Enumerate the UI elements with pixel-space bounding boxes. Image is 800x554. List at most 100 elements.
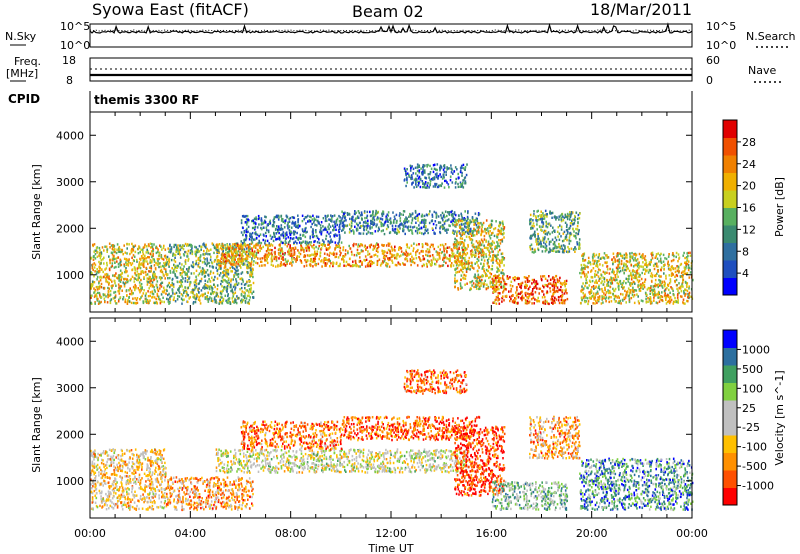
power-cell xyxy=(219,295,222,299)
power-cell xyxy=(563,216,566,219)
power-cell xyxy=(439,225,442,228)
power-cell xyxy=(188,267,190,270)
power-cell xyxy=(385,254,388,258)
power-cell xyxy=(533,286,535,289)
power-cell xyxy=(311,222,313,226)
power-cell xyxy=(312,265,314,268)
power-cell xyxy=(388,257,391,260)
power-cell xyxy=(495,255,498,258)
power-cell xyxy=(556,230,559,233)
power-cell xyxy=(547,222,550,226)
power-cell xyxy=(150,270,152,273)
power-cell xyxy=(596,281,598,285)
power-cell xyxy=(351,253,353,256)
power-cell xyxy=(193,294,196,298)
power-cell xyxy=(133,277,136,280)
power-cell xyxy=(613,256,615,259)
power-cell xyxy=(452,252,455,255)
power-cell xyxy=(344,216,346,220)
power-cell xyxy=(179,244,181,248)
power-cell xyxy=(664,292,666,295)
power-cell xyxy=(270,243,272,246)
power-cell xyxy=(485,268,488,272)
power-cell xyxy=(423,221,425,224)
power-cell xyxy=(542,284,544,288)
power-cell xyxy=(428,250,430,253)
power-cell xyxy=(281,218,284,221)
power-cell xyxy=(461,171,463,175)
power-cell xyxy=(473,253,475,257)
power-cell xyxy=(371,217,374,220)
power-cell xyxy=(555,283,557,286)
power-cell xyxy=(280,233,283,236)
power-cell xyxy=(99,293,101,296)
power-cell xyxy=(468,256,471,260)
power-cell xyxy=(138,288,141,292)
power-cell xyxy=(174,300,177,303)
power-cell xyxy=(552,229,555,232)
power-cell xyxy=(410,244,413,247)
power-cell xyxy=(169,276,171,280)
power-cell xyxy=(561,290,563,293)
power-cell xyxy=(229,302,232,305)
power-cell xyxy=(457,172,459,176)
power-cell xyxy=(319,254,321,257)
power-cell xyxy=(271,255,273,258)
power-cell xyxy=(565,288,567,291)
power-cell xyxy=(243,291,245,294)
power-cell xyxy=(486,248,489,251)
power-cell xyxy=(533,213,535,216)
power-cell xyxy=(422,250,424,253)
power-cell xyxy=(582,257,584,261)
power-cell xyxy=(134,272,136,275)
power-cell xyxy=(307,214,309,218)
power-cell xyxy=(282,241,285,245)
power-cell xyxy=(520,282,523,285)
power-cell xyxy=(289,246,291,249)
power-cell xyxy=(237,253,239,257)
power-cell xyxy=(175,243,177,247)
power-cell xyxy=(282,236,285,239)
power-cell xyxy=(561,301,564,305)
power-cell xyxy=(466,267,469,270)
power-cell xyxy=(520,291,523,294)
power-cell xyxy=(564,285,566,288)
power-cell xyxy=(440,166,443,169)
power-cell xyxy=(462,186,465,189)
power-cell xyxy=(464,259,467,262)
power-cell xyxy=(390,253,393,256)
power-cell xyxy=(536,228,538,231)
power-cell xyxy=(296,242,298,245)
power-cell xyxy=(155,261,157,265)
power-cell xyxy=(399,217,402,220)
power-cell xyxy=(137,287,140,290)
power-cell xyxy=(456,262,458,265)
power-cell xyxy=(490,224,493,227)
power-cell xyxy=(152,284,154,288)
power-cell xyxy=(171,282,174,285)
power-cell xyxy=(558,288,560,292)
power-cell xyxy=(234,291,237,294)
power-cell xyxy=(109,299,112,303)
power-cell xyxy=(429,245,432,249)
power-cell xyxy=(420,226,423,229)
power-cell xyxy=(542,223,545,226)
power-cell xyxy=(562,232,565,235)
power-cell xyxy=(264,255,266,258)
power-cell xyxy=(258,234,260,238)
power-cell xyxy=(357,224,359,227)
power-cell xyxy=(250,264,252,268)
power-cell xyxy=(674,296,676,300)
noise-left-tick-bottom: 10^0 xyxy=(60,39,90,52)
power-cell xyxy=(467,210,469,213)
power-cell xyxy=(476,230,478,233)
power-cell xyxy=(170,284,172,287)
power-cell xyxy=(364,216,366,220)
power-cell xyxy=(356,215,359,218)
power-cell xyxy=(121,276,123,279)
power-cell xyxy=(173,264,176,267)
power-cell xyxy=(462,262,464,265)
power-cell xyxy=(418,227,421,230)
power-cell xyxy=(128,296,130,299)
power-cell xyxy=(406,259,409,263)
